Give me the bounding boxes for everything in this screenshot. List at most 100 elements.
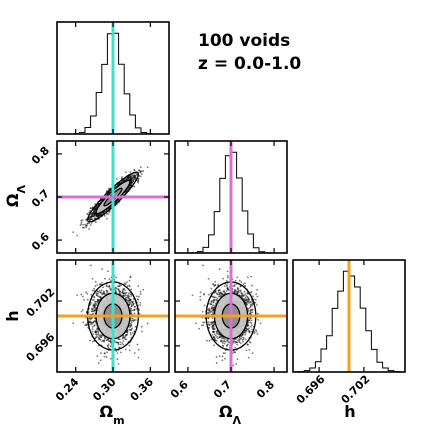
sample-point <box>210 338 213 341</box>
sample-point <box>244 293 247 296</box>
sample-point <box>89 207 92 210</box>
sample-point <box>203 304 206 307</box>
sample-point <box>91 277 94 280</box>
sample-point <box>94 221 97 224</box>
sample-point <box>122 340 125 342</box>
sample-point <box>92 321 95 323</box>
sample-point <box>91 212 94 215</box>
sample-point <box>91 289 94 292</box>
sample-point <box>129 293 132 296</box>
sample-point <box>208 293 210 296</box>
sample-point <box>251 352 254 355</box>
sample-point <box>97 333 100 336</box>
sample-point <box>115 350 118 352</box>
sample-point <box>114 291 117 294</box>
sample-point <box>128 349 131 352</box>
sample-point <box>125 338 128 341</box>
sample-point <box>103 336 106 339</box>
sample-point <box>221 355 224 358</box>
sample-point <box>103 340 105 343</box>
sample-point <box>207 308 209 311</box>
sample-point <box>97 329 100 332</box>
sample-point <box>89 218 92 220</box>
sample-point <box>210 287 213 290</box>
sample-point <box>139 301 142 304</box>
sample-point <box>120 351 122 354</box>
sample-point <box>128 344 131 347</box>
sample-point <box>131 309 134 312</box>
sample-point <box>203 321 206 324</box>
sample-point <box>128 328 131 331</box>
sample-point <box>96 284 99 286</box>
sample-point <box>89 318 92 320</box>
sample-point <box>130 305 133 307</box>
sample-point <box>91 308 94 311</box>
sample-point <box>121 342 124 344</box>
sample-point <box>101 334 104 337</box>
sample-point <box>92 333 95 336</box>
sample-point <box>215 332 218 334</box>
sample-point <box>76 294 79 297</box>
sample-point <box>128 186 131 188</box>
sample-point <box>125 291 128 294</box>
sample-point <box>133 185 136 188</box>
sample-point <box>90 293 93 296</box>
sample-point <box>248 330 251 333</box>
sample-point <box>106 351 108 354</box>
sample-point <box>128 299 131 302</box>
sample-point <box>142 288 145 291</box>
sample-point <box>129 326 131 328</box>
sample-point <box>117 337 120 340</box>
sample-point <box>133 319 135 322</box>
sample-point <box>116 352 119 355</box>
sample-point <box>126 333 129 336</box>
sample-point <box>115 276 118 279</box>
sample-point <box>108 278 111 281</box>
sample-point <box>97 330 100 333</box>
sample-point <box>135 308 138 310</box>
sample-point <box>129 331 132 334</box>
sample-point <box>137 295 140 298</box>
sample-point <box>94 208 97 210</box>
sample-point <box>202 321 205 324</box>
sample-point <box>92 299 95 301</box>
sample-point <box>221 342 224 344</box>
sample-point <box>107 270 109 273</box>
sample-point <box>137 285 140 287</box>
sample-point <box>124 294 127 297</box>
sample-point <box>134 325 137 328</box>
sample-point <box>89 302 92 305</box>
sample-point <box>107 346 110 349</box>
sample-point <box>238 279 241 282</box>
sample-point <box>236 286 239 289</box>
sample-point <box>139 290 142 293</box>
sample-point <box>93 324 96 327</box>
sample-point <box>252 295 255 298</box>
contour-3sigma-om-ol <box>86 171 140 223</box>
sample-point <box>133 352 136 355</box>
sample-point <box>129 276 132 279</box>
sample-point <box>108 285 111 288</box>
sample-point <box>217 293 219 296</box>
sample-point <box>130 294 133 297</box>
sample-point <box>124 283 127 285</box>
sample-point <box>91 299 94 301</box>
sample-point <box>131 317 134 320</box>
sample-point <box>118 346 120 349</box>
sample-point <box>213 344 215 347</box>
sample-point <box>245 349 248 352</box>
sample-point <box>121 337 124 340</box>
sample-point <box>128 285 131 288</box>
sample-point <box>126 285 129 287</box>
sample-point <box>95 336 97 339</box>
sample-point <box>85 218 87 221</box>
sample-point <box>134 305 136 308</box>
sample-point <box>90 317 93 319</box>
sample-point <box>81 295 84 298</box>
sample-point <box>140 325 143 328</box>
sample-point <box>201 324 203 327</box>
sample-point <box>89 339 91 342</box>
sample-point <box>91 326 94 328</box>
sample-point <box>107 213 110 215</box>
sample-point <box>236 276 238 279</box>
